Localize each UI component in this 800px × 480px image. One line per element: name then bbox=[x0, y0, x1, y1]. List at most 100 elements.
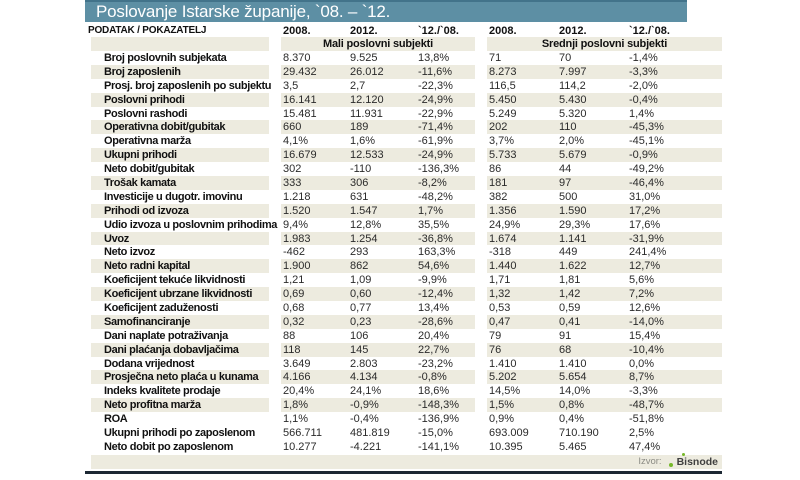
row-band3: 181 97 -46,4% bbox=[487, 176, 722, 190]
table-body: Broj poslovnih subjekata 8.370 9.525 13,8% 7… bbox=[85, 51, 722, 454]
cell: 1.520 bbox=[283, 204, 311, 217]
cell: -12,4% bbox=[418, 288, 453, 301]
column-gutter bbox=[269, 107, 281, 121]
column-gutter bbox=[475, 259, 487, 273]
table-row: Dani plaćanja dobavljačima 118 145 22,7% 76 6… bbox=[85, 342, 722, 357]
column-gutter bbox=[475, 176, 487, 190]
cell: 9,4% bbox=[283, 218, 309, 231]
cell: 1.410 bbox=[489, 357, 517, 370]
row-band2: 1.218 631 -48,2% bbox=[281, 190, 475, 204]
column-gutter bbox=[475, 232, 487, 246]
table-row: Broj poslovnih subjekata 8.370 9.525 13,8% 7… bbox=[85, 51, 722, 65]
row-band3: 0,53 0,59 12,6% bbox=[487, 301, 722, 315]
row-band2: 118 145 22,7% bbox=[281, 342, 475, 357]
cell: 181 bbox=[489, 176, 508, 189]
cell: 0,41 bbox=[559, 315, 581, 328]
table-row: Prosj. broj zaposlenih po subjektu 3,5 2,7… bbox=[85, 79, 722, 93]
row-label: Operativna marža bbox=[104, 135, 191, 148]
column-gutter bbox=[269, 120, 281, 134]
cell: -10,4% bbox=[629, 343, 664, 356]
row-band2: 16.141 12.120 -24,9% bbox=[281, 92, 475, 107]
row-band2: 4,1% 1,6% -61,9% bbox=[281, 134, 475, 148]
table-row: Poslovni rashodi 15.481 11.931 -22,9% 5.249 5… bbox=[85, 107, 722, 121]
column-gutter bbox=[475, 287, 487, 301]
cell: 5.654 bbox=[559, 371, 587, 384]
row-band3: 5.249 5.320 1,4% bbox=[487, 107, 722, 121]
row-band3: 5.202 5.654 8,7% bbox=[487, 370, 722, 385]
cell: -2,0% bbox=[629, 79, 658, 92]
column-gutter bbox=[475, 51, 487, 65]
row-label: Neto izvoz bbox=[104, 246, 155, 259]
cell: -23,2% bbox=[418, 357, 453, 370]
cell: 17,2% bbox=[629, 204, 661, 217]
cell: 10.277 bbox=[283, 440, 317, 453]
cell: 202 bbox=[489, 121, 508, 134]
cell: 0,69 bbox=[283, 288, 305, 301]
row-band2: 566.711 481.819 -15,0% bbox=[281, 426, 475, 440]
row-label: Dani plaćanja dobavljačima bbox=[91, 342, 269, 357]
header-year: 2008. bbox=[489, 24, 517, 37]
column-gutter bbox=[269, 412, 281, 426]
cell: 20,4% bbox=[283, 385, 315, 398]
row-label: Koeficijent tekuće likvidnosti bbox=[104, 274, 246, 287]
column-gutter bbox=[269, 329, 281, 343]
row-band3: 3,7% 2,0% -45,1% bbox=[487, 134, 722, 148]
row-band2: 15.481 11.931 -22,9% bbox=[281, 107, 475, 121]
row-label: Samofinanciranje bbox=[91, 314, 269, 329]
row-band3: 1.674 1.141 -31,9% bbox=[487, 231, 722, 246]
cell: 44 bbox=[559, 163, 572, 176]
cell: 4.166 bbox=[283, 371, 311, 384]
row-label: Dodana vrijednost bbox=[104, 357, 195, 370]
cell: 8.273 bbox=[489, 65, 517, 78]
cell: -318 bbox=[489, 246, 512, 259]
row-band3: 14,5% 14,0% -3,3% bbox=[487, 384, 722, 398]
cell: -48,2% bbox=[418, 190, 453, 203]
column-gutter bbox=[475, 343, 487, 357]
cell: 5.320 bbox=[559, 107, 587, 120]
cell: -148,3% bbox=[418, 399, 459, 412]
cell: 88 bbox=[283, 329, 296, 342]
cell: 449 bbox=[559, 246, 578, 259]
cell: 7.997 bbox=[559, 65, 587, 78]
column-gutter bbox=[475, 134, 487, 148]
header-year: 2012. bbox=[559, 24, 587, 37]
row-band2: 302 -110 -136,3% bbox=[281, 162, 475, 176]
column-gutter bbox=[475, 357, 487, 371]
row-label: Neto dobit/gubitak bbox=[104, 163, 195, 176]
column-gutter bbox=[475, 370, 487, 384]
cell: -61,9% bbox=[418, 135, 453, 148]
cell: 1,42 bbox=[559, 288, 581, 301]
row-label: Neto profitna marža bbox=[91, 398, 269, 413]
cell: 106 bbox=[350, 329, 369, 342]
column-gutter bbox=[475, 148, 487, 162]
cell: 13,4% bbox=[418, 301, 450, 314]
cell: -3,3% bbox=[629, 385, 658, 398]
cell: 118 bbox=[283, 343, 301, 356]
cell: 660 bbox=[283, 121, 302, 134]
cell: 1.622 bbox=[559, 260, 587, 273]
cell: 15.481 bbox=[283, 107, 317, 120]
table-content: Poslovanje Istarske županije, `08. – `12… bbox=[85, 0, 722, 474]
cell: 24,1% bbox=[350, 385, 382, 398]
cell: 15,4% bbox=[629, 329, 661, 342]
cell: 20,4% bbox=[418, 329, 450, 342]
column-gutter bbox=[269, 398, 281, 412]
row-label: Udio izvoza u poslovnim prihodima bbox=[104, 218, 278, 231]
row-band3: 382 500 31,0% bbox=[487, 190, 722, 204]
row-band2: 333 306 -8,2% bbox=[281, 176, 475, 190]
row-band3: 86 44 -49,2% bbox=[487, 162, 722, 176]
column-header-row: PODATAK / POKAZATELJ 2008. 2012. `12./`0… bbox=[85, 22, 722, 37]
cell: 5.430 bbox=[559, 93, 587, 106]
cell: 0,47 bbox=[489, 315, 511, 328]
row-band3: 0,47 0,41 -14,0% bbox=[487, 314, 722, 329]
cell: 29.432 bbox=[283, 65, 317, 78]
table-row: Operativna marža 4,1% 1,6% -61,9% 3,7% 2,0% -4… bbox=[85, 134, 722, 148]
cell: -9,9% bbox=[418, 274, 447, 287]
row-band3: 1,71 1,81 5,6% bbox=[487, 273, 722, 287]
column-gutter bbox=[269, 148, 281, 162]
cell: 76 bbox=[489, 343, 502, 356]
column-gutter bbox=[269, 24, 281, 37]
cell: 3.649 bbox=[283, 357, 311, 370]
column-gutter bbox=[475, 426, 487, 440]
column-gutter bbox=[475, 204, 487, 218]
